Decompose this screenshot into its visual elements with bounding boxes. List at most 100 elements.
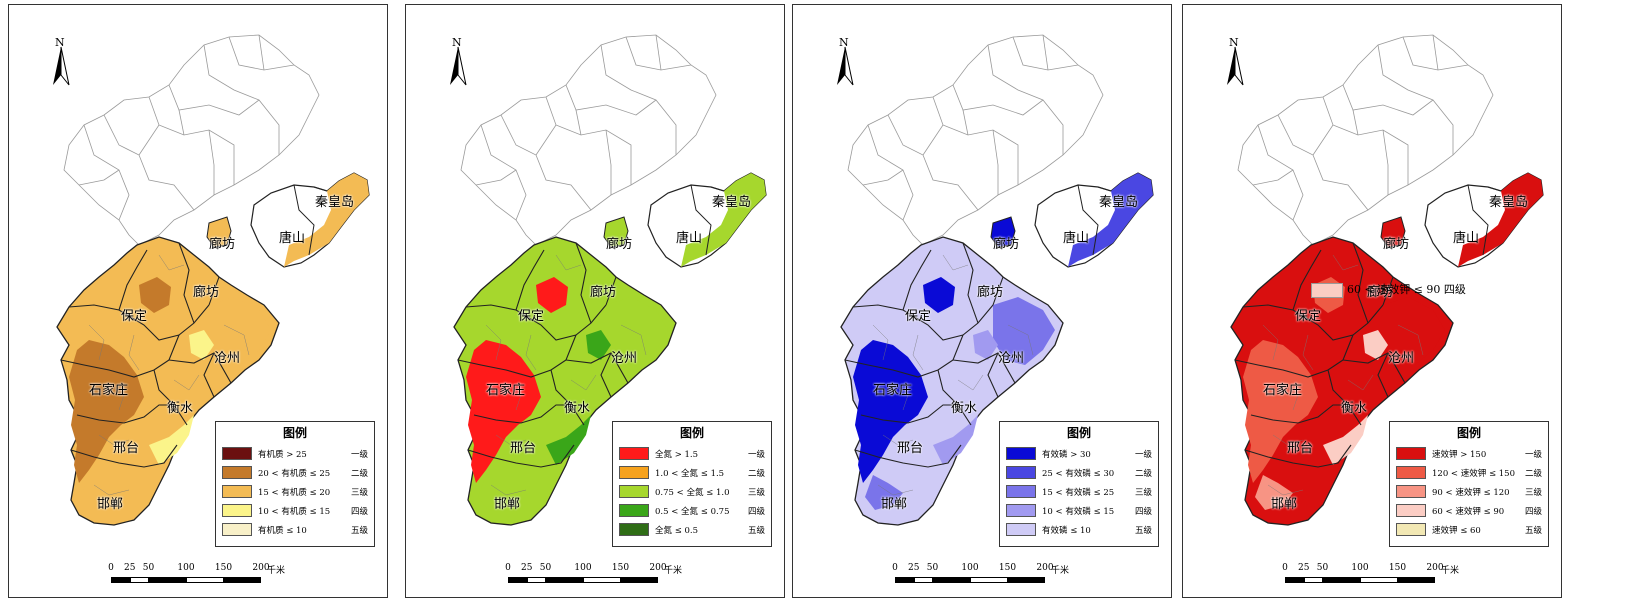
legend-item: 有机质 > 25 一级 <box>222 444 368 463</box>
scale-bar-graphic <box>111 577 261 583</box>
city-label-tangshan: 唐山 <box>676 231 703 246</box>
scale-tick: 25 <box>521 563 533 573</box>
northern-region-outline <box>460 34 717 246</box>
scale-tick: 150 <box>998 563 1017 573</box>
city-label-tangshan: 唐山 <box>1453 231 1480 246</box>
map-legend: 图例 有机质 > 25 一级 20 < 有机质 ≤ 25 二级 15 < 有机质 ≤ 2… <box>215 421 375 547</box>
city-label-langfang: 廊坊 <box>1367 285 1394 300</box>
city-label-hengshui: 衡水 <box>1341 401 1368 416</box>
north-label: N <box>1229 36 1239 49</box>
city-label-baoding: 保定 <box>518 309 545 324</box>
city-label-xingtai: 邢台 <box>113 441 140 456</box>
legend-label: 10 < 有效磷 ≤ 15 <box>1042 506 1115 517</box>
legend-label: 有机质 ≤ 10 <box>258 525 307 536</box>
city-label-qinhuangdao: 秦皇岛 <box>315 195 355 210</box>
city-label-qinhuangdao: 秦皇岛 <box>1099 195 1139 210</box>
southern-region <box>840 236 1064 526</box>
legend-item: 60 < 速效钾 ≤ 90 四级 <box>1396 501 1542 520</box>
legend-title: 图例 <box>679 426 704 440</box>
scale-unit: 千米 <box>267 566 286 576</box>
legend-item: 20 < 有机质 ≤ 25 二级 <box>222 463 368 482</box>
city-label-cangzhou: 沧州 <box>214 351 241 366</box>
northeast-region <box>1034 172 1154 268</box>
legend-item: 15 < 有效磷 ≤ 25 三级 <box>1006 482 1152 501</box>
legend-title: 图例 <box>1456 426 1481 440</box>
legend-label: 15 < 有效磷 ≤ 25 <box>1042 487 1115 498</box>
legend-swatch <box>1396 466 1426 479</box>
city-label-handan: 邯郸 <box>494 497 521 512</box>
city-label-tangshan: 唐山 <box>279 231 306 246</box>
northeast-region <box>1424 172 1544 268</box>
legend-swatch <box>619 523 649 536</box>
legend-swatch <box>619 447 649 460</box>
legend-label: 速效钾 > 150 <box>1432 449 1487 460</box>
legend-label: 15 < 有机质 ≤ 20 <box>258 487 331 498</box>
legend-level: 四级 <box>1134 506 1152 517</box>
legend-label: 0.75 < 全氮 ≤ 1.0 <box>655 487 730 498</box>
city-label-cangzhou: 沧州 <box>1388 351 1415 366</box>
legend-item: 10 < 有机质 ≤ 15 四级 <box>222 501 368 520</box>
legend-swatch <box>1396 485 1426 498</box>
southern-region <box>453 236 677 526</box>
scale-bar-graphic <box>1285 577 1435 583</box>
city-label-cangzhou: 沧州 <box>611 351 638 366</box>
province-map <box>1230 34 1544 526</box>
province-map <box>56 34 370 526</box>
legend-level: 四级 <box>747 506 765 517</box>
legend-item: 有效磷 ≤ 10 五级 <box>1006 520 1152 539</box>
legend-swatch <box>222 523 252 536</box>
scale-tick: 50 <box>926 563 939 573</box>
legend-level: 二级 <box>1524 468 1542 479</box>
legend-item: 速效钾 ≤ 60 五级 <box>1396 520 1542 539</box>
map-panel-4: N 秦皇岛 廊坊 唐山 廊坊 保定 沧州 石家庄 衡水 邢台 邯郸 图例 速效钾… <box>1182 4 1562 598</box>
legend-title: 图例 <box>282 426 307 440</box>
city-label-cangzhou: 沧州 <box>998 351 1025 366</box>
map-panel-1: N 秦皇岛 廊坊 唐山 廊坊 保定 沧州 石家庄 衡水 邢台 邯郸 图例 有机质… <box>8 4 388 598</box>
legend-label: 有效磷 ≤ 10 <box>1042 525 1091 536</box>
legend-swatch <box>619 485 649 498</box>
city-label-langfang: 廊坊 <box>977 285 1004 300</box>
legend-item: 0.5 < 全氮 ≤ 0.75 四级 <box>619 501 765 520</box>
legend-swatch <box>1006 447 1036 460</box>
scale-tick: 0 <box>1282 563 1288 573</box>
scale-bar-graphic <box>895 577 1045 583</box>
scale-tick: 100 <box>574 563 592 573</box>
province-map <box>453 34 767 526</box>
city-label-baoding: 保定 <box>1295 309 1322 324</box>
legend-label: 有机质 > 25 <box>258 449 307 460</box>
legend-item: 有机质 ≤ 10 五级 <box>222 520 368 539</box>
north-label: N <box>55 36 65 49</box>
legend-item: 全氮 > 1.5 一级 <box>619 444 765 463</box>
legend-level: 二级 <box>747 468 765 479</box>
legend-title: 图例 <box>1066 426 1091 440</box>
legend-swatch <box>222 504 252 517</box>
city-label-langfang: 廊坊 <box>590 285 617 300</box>
scale-bar: 0 25 50 100 150 200 千米 <box>1282 563 1545 593</box>
scale-tick: 50 <box>1316 563 1329 573</box>
legend-level: 三级 <box>350 487 368 498</box>
map-legend: 图例 有效磷 > 30 一级 25 < 有效磷 ≤ 30 二级 15 < 有效磷 ≤ 2… <box>999 421 1159 547</box>
scale-bar: 0 25 50 100 150 200 千米 <box>892 563 1155 593</box>
legend-swatch <box>1396 523 1426 536</box>
legend-swatch <box>1006 523 1036 536</box>
legend-label: 60 < 速效钾 ≤ 90 <box>1432 506 1505 517</box>
north-label: N <box>839 36 849 49</box>
scale-tick: 150 <box>611 563 630 573</box>
city-label-qinhuangdao: 秦皇岛 <box>1489 195 1529 210</box>
city-label-xingtai: 邢台 <box>897 441 924 456</box>
city-label-shijiazhuang: 石家庄 <box>873 383 913 398</box>
legend-swatch <box>222 485 252 498</box>
city-label-xingtai: 邢台 <box>510 441 537 456</box>
legend-swatch <box>619 466 649 479</box>
city-label-langfang-north: 廊坊 <box>209 237 236 252</box>
scale-unit: 千米 <box>1441 566 1460 576</box>
city-label-handan: 邯郸 <box>97 497 124 512</box>
north-arrow-icon <box>53 46 70 86</box>
langfang-north-piece <box>1380 216 1406 248</box>
legend-label: 1.0 < 全氮 ≤ 1.5 <box>655 468 725 479</box>
northern-region-outline <box>1237 34 1494 246</box>
langfang-north-piece <box>990 216 1016 248</box>
north-arrow-icon <box>837 46 854 86</box>
legend-label: 25 < 有效磷 ≤ 30 <box>1042 468 1115 479</box>
scale-tick: 200 <box>649 563 667 573</box>
